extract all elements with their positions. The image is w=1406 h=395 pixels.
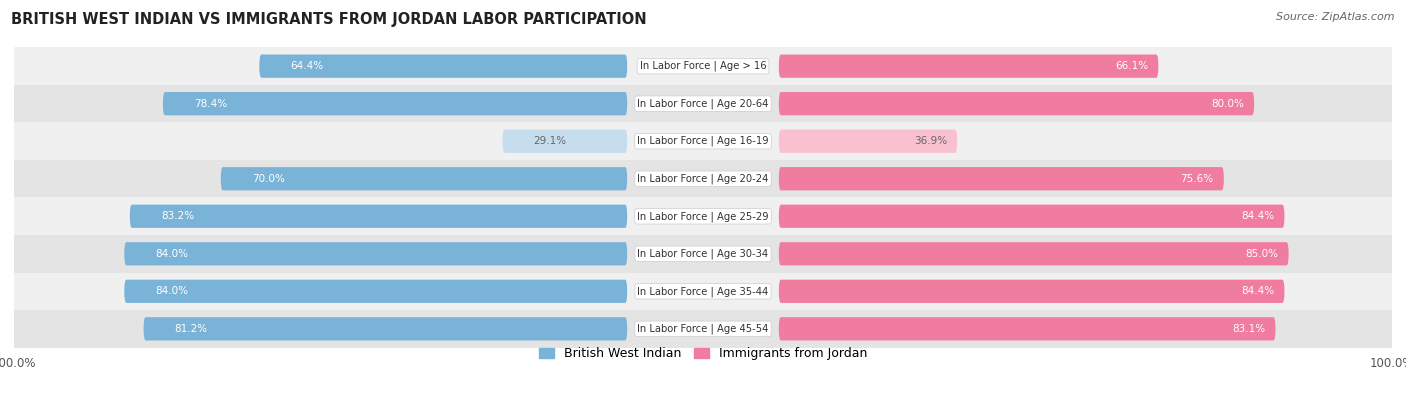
Text: 84.0%: 84.0%	[155, 286, 188, 296]
Text: 84.0%: 84.0%	[155, 249, 188, 259]
FancyBboxPatch shape	[779, 55, 1159, 78]
Bar	[14, 310, 1392, 348]
Bar	[14, 47, 1392, 85]
FancyBboxPatch shape	[779, 317, 1275, 340]
Text: 64.4%: 64.4%	[290, 61, 323, 71]
FancyBboxPatch shape	[502, 130, 627, 153]
Text: In Labor Force | Age 25-29: In Labor Force | Age 25-29	[637, 211, 769, 222]
Text: 70.0%: 70.0%	[252, 174, 284, 184]
Bar	[14, 122, 1392, 160]
Bar	[14, 160, 1392, 198]
FancyBboxPatch shape	[221, 167, 627, 190]
FancyBboxPatch shape	[143, 317, 627, 340]
Bar	[14, 273, 1392, 310]
FancyBboxPatch shape	[779, 280, 1285, 303]
Text: 66.1%: 66.1%	[1115, 61, 1149, 71]
Text: 78.4%: 78.4%	[194, 99, 226, 109]
Bar	[14, 198, 1392, 235]
Text: In Labor Force | Age 45-54: In Labor Force | Age 45-54	[637, 324, 769, 334]
Text: BRITISH WEST INDIAN VS IMMIGRANTS FROM JORDAN LABOR PARTICIPATION: BRITISH WEST INDIAN VS IMMIGRANTS FROM J…	[11, 12, 647, 27]
Legend: British West Indian, Immigrants from Jordan: British West Indian, Immigrants from Jor…	[534, 342, 872, 365]
Bar	[14, 235, 1392, 273]
FancyBboxPatch shape	[779, 242, 1289, 265]
Bar	[14, 85, 1392, 122]
FancyBboxPatch shape	[129, 205, 627, 228]
Text: 81.2%: 81.2%	[174, 324, 208, 334]
Text: In Labor Force | Age 20-64: In Labor Force | Age 20-64	[637, 98, 769, 109]
Text: In Labor Force | Age 35-44: In Labor Force | Age 35-44	[637, 286, 769, 297]
Text: In Labor Force | Age 20-24: In Labor Force | Age 20-24	[637, 173, 769, 184]
Text: In Labor Force | Age > 16: In Labor Force | Age > 16	[640, 61, 766, 71]
Text: 83.2%: 83.2%	[160, 211, 194, 221]
Text: Source: ZipAtlas.com: Source: ZipAtlas.com	[1277, 12, 1395, 22]
FancyBboxPatch shape	[779, 130, 957, 153]
FancyBboxPatch shape	[779, 205, 1285, 228]
Text: 80.0%: 80.0%	[1211, 99, 1244, 109]
Text: In Labor Force | Age 30-34: In Labor Force | Age 30-34	[637, 248, 769, 259]
FancyBboxPatch shape	[163, 92, 627, 115]
Text: 84.4%: 84.4%	[1241, 211, 1274, 221]
Text: 36.9%: 36.9%	[914, 136, 946, 146]
FancyBboxPatch shape	[124, 242, 627, 265]
Text: 85.0%: 85.0%	[1246, 249, 1278, 259]
FancyBboxPatch shape	[259, 55, 627, 78]
Text: 84.4%: 84.4%	[1241, 286, 1274, 296]
Text: 83.1%: 83.1%	[1232, 324, 1265, 334]
Text: In Labor Force | Age 16-19: In Labor Force | Age 16-19	[637, 136, 769, 147]
Text: 75.6%: 75.6%	[1181, 174, 1213, 184]
FancyBboxPatch shape	[124, 280, 627, 303]
Text: 29.1%: 29.1%	[533, 136, 567, 146]
FancyBboxPatch shape	[779, 167, 1223, 190]
FancyBboxPatch shape	[779, 92, 1254, 115]
